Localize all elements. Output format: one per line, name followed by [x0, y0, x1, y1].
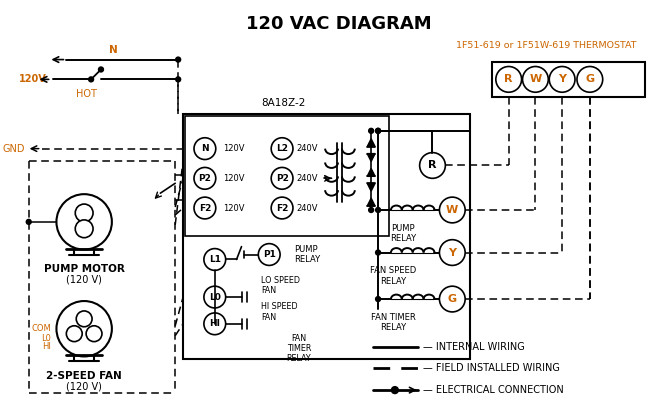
Text: COM: COM: [31, 324, 52, 333]
Circle shape: [194, 197, 216, 219]
Text: — INTERNAL WIRING: — INTERNAL WIRING: [423, 341, 525, 352]
Circle shape: [176, 77, 181, 82]
Text: R: R: [505, 74, 513, 84]
Circle shape: [577, 67, 603, 92]
Text: — ELECTRICAL CONNECTION: — ELECTRICAL CONNECTION: [423, 385, 563, 395]
Polygon shape: [367, 198, 375, 206]
Text: 120V: 120V: [222, 144, 244, 153]
Text: P2: P2: [198, 174, 211, 183]
Circle shape: [440, 197, 465, 223]
Text: LO SPEED
FAN: LO SPEED FAN: [261, 276, 300, 295]
Text: 120V: 120V: [222, 174, 244, 183]
Text: FAN SPEED
RELAY: FAN SPEED RELAY: [370, 266, 416, 286]
Circle shape: [194, 138, 216, 160]
Circle shape: [271, 168, 293, 189]
Text: N: N: [201, 144, 208, 153]
Circle shape: [86, 326, 102, 341]
Text: GND: GND: [2, 144, 25, 154]
Circle shape: [369, 207, 374, 212]
Polygon shape: [367, 139, 375, 147]
Text: (120 V): (120 V): [66, 381, 102, 391]
Text: 8A18Z-2: 8A18Z-2: [261, 98, 306, 108]
Circle shape: [376, 250, 381, 255]
Circle shape: [176, 57, 181, 62]
Bar: [492, 62, 645, 97]
Circle shape: [376, 128, 381, 133]
Text: HI: HI: [43, 342, 52, 351]
Polygon shape: [367, 154, 375, 161]
Text: L0: L0: [42, 334, 52, 343]
Bar: [185, 116, 389, 236]
Text: Y: Y: [558, 74, 566, 84]
Circle shape: [440, 240, 465, 265]
Text: PUMP
RELAY: PUMP RELAY: [294, 245, 320, 264]
Circle shape: [369, 128, 374, 133]
Text: 240V: 240V: [296, 174, 318, 183]
Text: PUMP
RELAY: PUMP RELAY: [390, 224, 416, 243]
Circle shape: [376, 207, 381, 212]
Polygon shape: [367, 168, 375, 176]
Text: HI SPEED
FAN: HI SPEED FAN: [261, 303, 298, 322]
Text: F2: F2: [199, 204, 211, 212]
Text: (120 V): (120 V): [66, 274, 102, 285]
Text: 240V: 240V: [296, 204, 318, 212]
Circle shape: [376, 297, 381, 302]
Text: G: G: [586, 74, 594, 84]
Circle shape: [88, 77, 94, 82]
Text: L0: L0: [209, 292, 220, 302]
Circle shape: [496, 67, 521, 92]
Circle shape: [98, 67, 103, 72]
Text: P2: P2: [275, 174, 289, 183]
Circle shape: [271, 138, 293, 160]
Text: — FIELD INSTALLED WIRING: — FIELD INSTALLED WIRING: [423, 363, 559, 373]
Text: R: R: [428, 160, 437, 171]
Text: 240V: 240V: [296, 144, 318, 153]
Circle shape: [75, 204, 93, 222]
Circle shape: [440, 286, 465, 312]
Text: 1F51-619 or 1F51W-619 THERMOSTAT: 1F51-619 or 1F51W-619 THERMOSTAT: [456, 41, 636, 50]
Circle shape: [204, 248, 226, 270]
Text: N: N: [109, 45, 118, 54]
Bar: [183, 114, 470, 360]
Text: PUMP MOTOR: PUMP MOTOR: [44, 264, 125, 274]
Circle shape: [75, 220, 93, 238]
Text: W: W: [529, 74, 541, 84]
Circle shape: [271, 197, 293, 219]
Circle shape: [26, 220, 31, 224]
Text: 120V: 120V: [19, 74, 46, 84]
Circle shape: [391, 387, 399, 393]
Text: 2-SPEED FAN: 2-SPEED FAN: [46, 371, 122, 381]
Text: W: W: [446, 205, 458, 215]
Text: HI: HI: [209, 319, 220, 328]
Circle shape: [259, 243, 280, 265]
Circle shape: [194, 168, 216, 189]
Polygon shape: [367, 183, 375, 191]
Text: 120V: 120V: [222, 204, 244, 212]
Text: G: G: [448, 294, 457, 304]
Text: FAN TIMER
RELAY: FAN TIMER RELAY: [371, 313, 415, 332]
Text: L2: L2: [276, 144, 288, 153]
Circle shape: [204, 313, 226, 335]
Circle shape: [419, 153, 446, 178]
Circle shape: [76, 311, 92, 327]
Text: F2: F2: [276, 204, 288, 212]
Text: 120 VAC DIAGRAM: 120 VAC DIAGRAM: [246, 15, 431, 33]
Text: FAN
TIMER
RELAY: FAN TIMER RELAY: [287, 334, 311, 364]
Text: L1: L1: [209, 255, 221, 264]
Text: P1: P1: [263, 250, 275, 259]
Circle shape: [204, 286, 226, 308]
Circle shape: [523, 67, 548, 92]
Circle shape: [56, 301, 112, 357]
Text: Y: Y: [448, 248, 456, 258]
Circle shape: [66, 326, 82, 341]
Text: HOT: HOT: [76, 89, 96, 99]
Circle shape: [549, 67, 575, 92]
Circle shape: [376, 128, 381, 133]
Circle shape: [56, 194, 112, 250]
